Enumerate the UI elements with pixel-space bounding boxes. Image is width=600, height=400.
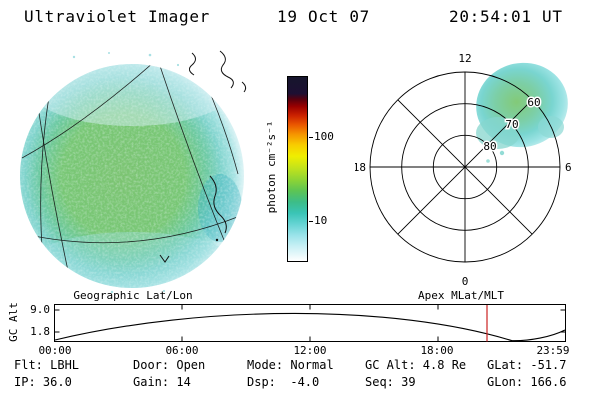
noise-dots — [72, 52, 180, 294]
mlat-label-80: 80 — [483, 140, 496, 153]
app-title: Ultraviolet Imager — [24, 7, 210, 26]
status-seq: Seq: 39 — [365, 375, 416, 389]
status-glon: GLon: 166.6 — [487, 375, 567, 389]
status-gcalt: GC Alt: 4.8 Re — [365, 358, 467, 372]
plot-frame — [54, 304, 566, 342]
xtick-label-1200: 12:00 — [293, 344, 327, 357]
apex-panel-caption: Apex MLat/MLT — [417, 289, 505, 302]
island-dots — [215, 238, 219, 242]
mlt-label-0: 0 — [462, 275, 469, 288]
speckle-texture — [20, 64, 244, 288]
ytick-label-top: 9.0 — [30, 303, 50, 316]
colorbar-tickmark-100 — [309, 137, 313, 138]
status-glat: GLat: -51.7 — [487, 358, 567, 372]
aurora-emission — [476, 62, 568, 163]
orbit-altitude-curve — [54, 312, 566, 342]
gc-alt-plot — [54, 304, 566, 342]
colorbar-tick-label-10: 10 — [314, 214, 328, 227]
mlt-label-12: 12 — [458, 52, 471, 65]
status-mode: Mode: Normal — [247, 358, 334, 372]
status-ip: IP: 36.0 — [14, 375, 72, 389]
colorbar — [287, 76, 308, 262]
xtick-label-2359: 23:59 — [536, 344, 570, 357]
status-door: Door: Open — [133, 358, 206, 372]
geo-panel-caption: Geographic Lat/Lon — [73, 289, 193, 302]
geo-projection-image — [20, 50, 247, 294]
status-gain: Gain: 14 — [133, 375, 191, 389]
mlat-label-70: 70 — [505, 118, 518, 131]
axis-ticks — [54, 304, 566, 342]
colorbar-axis-label: photon cm⁻²s⁻¹ — [265, 120, 278, 214]
mlt-labels: 12 18 6 0 — [355, 52, 572, 288]
timeline-y-axis-label: GC Alt — [7, 302, 20, 342]
xtick-label-1800: 18:00 — [420, 344, 454, 357]
time-label: 20:54:01 UT — [449, 7, 563, 26]
status-flt: Flt: LBHL — [14, 358, 80, 372]
ytick-label-bottom: 1.8 — [30, 325, 50, 338]
status-dsp: Dsp: -4.0 — [247, 375, 320, 389]
xtick-label-0600: 06:00 — [165, 344, 199, 357]
coastlines — [159, 50, 247, 263]
colorbar-tick-label-100: 100 — [314, 130, 334, 143]
mlt-label-6: 6 — [565, 161, 572, 174]
mlat-label-60: 60 — [527, 96, 540, 109]
xtick-label-0000: 00:00 — [38, 344, 72, 357]
mlat-ring-labels: 60 70 80 — [482, 95, 542, 155]
mlt-label-18: 18 — [355, 161, 366, 174]
date-label: 19 Oct 07 — [277, 7, 370, 26]
apex-projection-plot: 12 18 6 0 60 70 80 — [355, 52, 572, 288]
colorbar-tickmark-10 — [309, 221, 313, 222]
polar-grid — [369, 71, 561, 263]
